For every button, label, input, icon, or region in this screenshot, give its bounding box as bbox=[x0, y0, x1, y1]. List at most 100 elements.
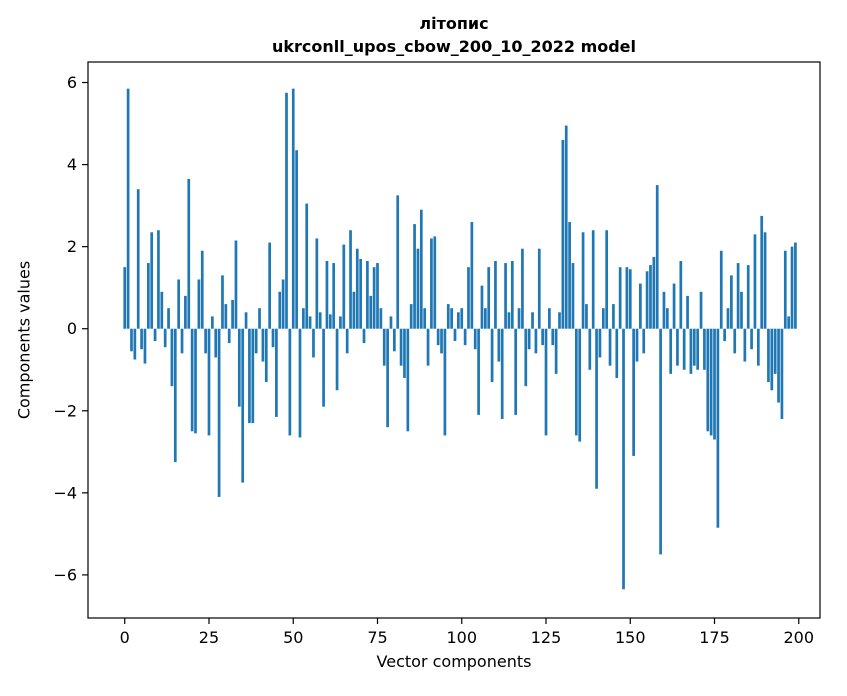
bar-component-101 bbox=[463, 328, 467, 346]
bar-component-38 bbox=[251, 328, 255, 424]
bar-component-59 bbox=[322, 328, 325, 407]
bar-component-106 bbox=[480, 285, 484, 329]
y-tick-label: −6 bbox=[53, 565, 77, 584]
bar-component-36 bbox=[244, 312, 248, 329]
x-tick-label: 25 bbox=[199, 628, 219, 647]
bar-component-110 bbox=[494, 261, 497, 329]
bar-component-194 bbox=[777, 328, 780, 403]
bar-component-56 bbox=[312, 328, 315, 358]
bar-component-8 bbox=[150, 232, 154, 329]
y-tick-label: 0 bbox=[67, 319, 77, 338]
bar-component-115 bbox=[510, 261, 514, 329]
bar-component-97 bbox=[450, 308, 453, 329]
bar-component-27 bbox=[214, 328, 218, 358]
bar-component-103 bbox=[470, 222, 474, 329]
bar-component-142 bbox=[601, 308, 605, 329]
bar-component-107 bbox=[483, 308, 487, 329]
bar-component-17 bbox=[180, 328, 184, 354]
bar-component-18 bbox=[184, 295, 187, 329]
x-tick-label: 50 bbox=[283, 628, 303, 647]
bar-component-9 bbox=[153, 328, 157, 342]
bar-component-170 bbox=[696, 328, 700, 370]
bar-component-70 bbox=[359, 258, 362, 329]
bar-component-149 bbox=[625, 267, 629, 329]
bar-component-45 bbox=[275, 328, 278, 417]
bar-component-193 bbox=[773, 328, 777, 374]
bar-component-46 bbox=[278, 291, 282, 329]
bar-component-39 bbox=[254, 328, 258, 354]
bar-component-37 bbox=[248, 328, 251, 424]
bar-component-188 bbox=[756, 328, 760, 366]
bar-component-33 bbox=[234, 240, 238, 329]
bar-component-24 bbox=[204, 328, 207, 354]
bar-component-13 bbox=[167, 308, 170, 329]
x-tick-label: 125 bbox=[531, 628, 562, 647]
bar-component-93 bbox=[436, 328, 440, 346]
bar-component-95 bbox=[443, 328, 447, 436]
bar-component-88 bbox=[419, 209, 423, 329]
bar-component-72 bbox=[366, 261, 369, 329]
chart-title-line1: літопис bbox=[419, 14, 489, 33]
x-tick-label: 200 bbox=[783, 628, 814, 647]
bar-component-123 bbox=[537, 248, 541, 329]
bar-component-0 bbox=[123, 267, 127, 329]
bar-component-16 bbox=[177, 279, 181, 329]
bar-component-4 bbox=[136, 189, 140, 329]
bar-component-122 bbox=[534, 328, 538, 354]
bar-component-67 bbox=[349, 230, 352, 329]
bar-component-91 bbox=[430, 238, 433, 329]
bar-component-151 bbox=[632, 328, 635, 456]
bar-component-98 bbox=[453, 328, 457, 342]
bar-component-143 bbox=[605, 230, 609, 329]
bar-component-20 bbox=[190, 328, 194, 432]
bar-component-133 bbox=[571, 263, 575, 329]
bar-component-71 bbox=[362, 328, 366, 344]
bar-component-120 bbox=[527, 328, 531, 350]
bar-component-30 bbox=[224, 304, 228, 329]
bar-component-146 bbox=[615, 328, 619, 378]
bar-component-63 bbox=[335, 328, 339, 391]
bar-component-182 bbox=[736, 263, 740, 329]
bar-component-181 bbox=[733, 328, 737, 354]
bar-component-126 bbox=[548, 308, 551, 329]
bar-component-199 bbox=[794, 242, 797, 329]
bar-component-172 bbox=[703, 328, 706, 370]
bar-component-58 bbox=[318, 312, 322, 329]
bar-component-86 bbox=[413, 224, 416, 329]
bar-component-192 bbox=[770, 328, 774, 391]
chart-title-line2: ukrconll_upos_cbow_200_10_2022 model bbox=[271, 37, 637, 57]
bar-component-159 bbox=[659, 328, 662, 555]
bar-component-64 bbox=[339, 316, 342, 329]
bar-component-57 bbox=[315, 238, 319, 329]
bar-component-21 bbox=[194, 328, 197, 434]
bar-component-76 bbox=[379, 308, 383, 329]
x-axis-label: Vector components bbox=[376, 652, 532, 671]
bar-component-175 bbox=[713, 328, 716, 440]
bar-component-116 bbox=[514, 328, 518, 415]
bar-component-6 bbox=[143, 328, 147, 364]
bar-component-140 bbox=[595, 328, 598, 489]
bar-component-165 bbox=[679, 261, 683, 329]
bar-component-121 bbox=[531, 312, 534, 329]
bar-component-31 bbox=[227, 328, 231, 344]
x-tick-label: 75 bbox=[367, 628, 387, 647]
bar-component-135 bbox=[578, 328, 582, 442]
bar-component-186 bbox=[750, 328, 753, 350]
bar-component-79 bbox=[389, 316, 393, 329]
bar-component-187 bbox=[753, 234, 757, 329]
bar-component-85 bbox=[409, 304, 413, 329]
bar-component-161 bbox=[665, 308, 669, 329]
bar-component-82 bbox=[399, 328, 403, 366]
bar-component-2 bbox=[130, 328, 133, 352]
bar-component-185 bbox=[746, 265, 750, 329]
bar-component-49 bbox=[288, 328, 292, 436]
bar-component-183 bbox=[740, 291, 743, 329]
y-tick-label: 6 bbox=[67, 73, 77, 92]
bar-component-131 bbox=[564, 125, 568, 329]
bar-component-5 bbox=[140, 328, 143, 350]
bar-component-184 bbox=[743, 328, 747, 362]
bar-component-124 bbox=[541, 328, 544, 346]
bar-component-111 bbox=[497, 328, 501, 362]
bar-component-144 bbox=[608, 328, 612, 366]
bar-component-99 bbox=[457, 312, 460, 329]
